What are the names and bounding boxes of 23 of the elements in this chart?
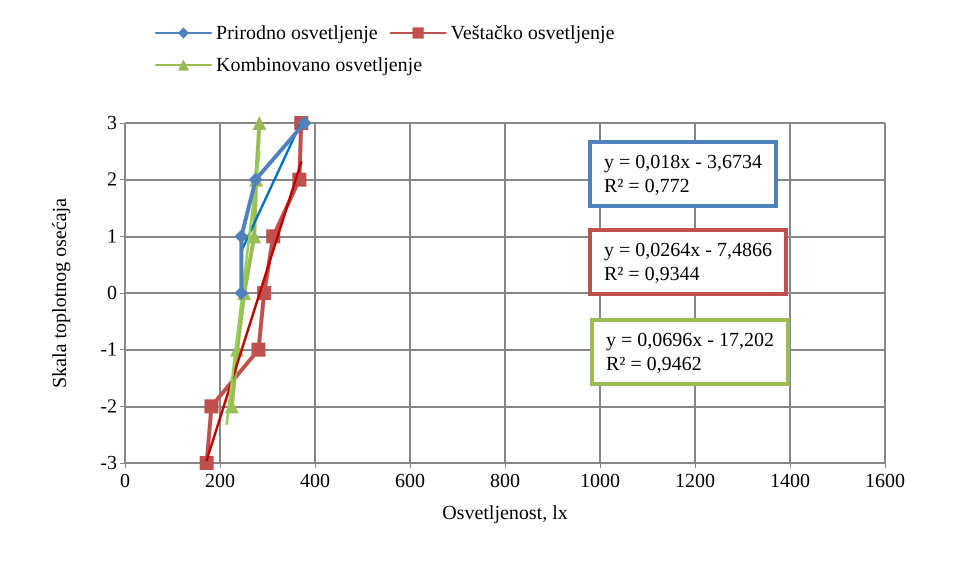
annotation: y = 0,018x - 3,6734 R² = 0,772: [604, 151, 762, 197]
annotation: y = 0,0696x - 17,202 R² = 0,9462: [606, 329, 774, 375]
x-axis-title: Osvetljenost, lx: [442, 502, 568, 524]
y-axis-title: Skala toplotnog osećaja: [49, 198, 71, 388]
x-tick-label: 200: [205, 470, 235, 492]
y-tick-label: -1: [100, 338, 117, 361]
legend-label: Kombinovano osvetljenje: [216, 54, 422, 76]
legend-label: Prirodno osvetljenje: [216, 22, 378, 44]
x-tick-label: 800: [490, 470, 520, 492]
x-tick-label: 1600: [865, 470, 905, 492]
x-tick-label: 1000: [580, 470, 620, 492]
x-tick-label: 600: [395, 470, 425, 492]
y-tick-label: 0: [107, 282, 117, 304]
y-tick-label: 1: [107, 225, 117, 248]
x-tick-label: 1200: [675, 470, 715, 492]
x-tick-label: 1400: [770, 470, 810, 492]
y-tick-label: -2: [100, 395, 117, 418]
legend-label: Veštačko osvetljenje: [450, 22, 615, 44]
y-tick-label: -3: [100, 452, 117, 474]
annotation: y = 0,0264x - 7,4866 R² = 0,9344: [604, 239, 772, 285]
y-tick-label: 2: [107, 168, 117, 191]
y-tick-label: 3: [107, 112, 117, 134]
x-tick-label: 400: [300, 470, 330, 492]
